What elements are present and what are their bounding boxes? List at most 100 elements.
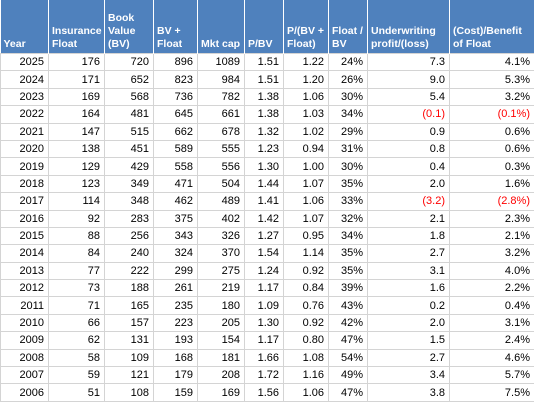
table-cell[interactable]: 157 bbox=[104, 313, 154, 333]
table-cell[interactable]: 0.2 bbox=[367, 296, 450, 315]
table-cell[interactable]: 645 bbox=[153, 105, 198, 124]
table-cell[interactable]: 2014 bbox=[0, 244, 49, 263]
table-cell[interactable]: 0.76 bbox=[283, 296, 329, 315]
table-cell[interactable]: 193 bbox=[153, 331, 198, 350]
table-cell[interactable]: 343 bbox=[153, 226, 198, 246]
table-cell[interactable]: 1.00 bbox=[283, 157, 329, 176]
table-cell[interactable]: 1.6 bbox=[367, 279, 450, 298]
table-cell[interactable]: 223 bbox=[153, 313, 198, 333]
table-cell[interactable]: 47% bbox=[328, 331, 368, 350]
table-cell[interactable]: 556 bbox=[197, 157, 245, 176]
table-cell[interactable]: 2013 bbox=[0, 261, 49, 281]
table-cell[interactable]: 1.54 bbox=[244, 244, 284, 263]
header-p-bv[interactable]: P/BV bbox=[244, 0, 284, 54]
table-cell[interactable]: 123 bbox=[48, 174, 105, 194]
table-cell[interactable]: 558 bbox=[153, 157, 198, 176]
header-cost-benefit[interactable]: (Cost)/Benefit of Float bbox=[449, 0, 534, 54]
table-cell[interactable]: 138 bbox=[48, 139, 105, 159]
table-cell[interactable]: 1.30 bbox=[244, 313, 284, 333]
table-cell[interactable]: 678 bbox=[197, 122, 245, 141]
table-cell[interactable]: 129 bbox=[48, 157, 105, 176]
table-cell[interactable]: 1.51 bbox=[244, 70, 284, 89]
table-cell[interactable]: 2016 bbox=[0, 209, 49, 228]
table-cell[interactable]: 375 bbox=[153, 209, 198, 228]
header-book-value[interactable]: Book Value (BV) bbox=[104, 0, 154, 54]
table-cell[interactable]: 35% bbox=[328, 244, 368, 263]
table-cell[interactable]: 171 bbox=[48, 70, 105, 89]
table-cell[interactable]: 169 bbox=[48, 87, 105, 107]
table-cell[interactable]: 662 bbox=[153, 122, 198, 141]
table-cell[interactable]: 7.3 bbox=[367, 52, 450, 72]
table-cell[interactable]: 3.2% bbox=[449, 87, 534, 107]
table-cell[interactable]: 896 bbox=[153, 52, 198, 72]
table-cell[interactable]: 2022 bbox=[0, 105, 49, 124]
table-cell[interactable]: 2025 bbox=[0, 52, 49, 72]
table-cell[interactable]: 1.14 bbox=[283, 244, 329, 263]
table-cell[interactable]: 164 bbox=[48, 105, 105, 124]
table-cell[interactable]: (0.1%) bbox=[449, 105, 534, 124]
table-cell[interactable]: 0.84 bbox=[283, 279, 329, 298]
table-cell[interactable]: 58 bbox=[48, 348, 105, 368]
table-cell[interactable]: 326 bbox=[197, 226, 245, 246]
table-cell[interactable]: 114 bbox=[48, 192, 105, 211]
table-cell[interactable]: 299 bbox=[153, 261, 198, 281]
table-cell[interactable]: 1.38 bbox=[244, 105, 284, 124]
table-cell[interactable]: 71 bbox=[48, 296, 105, 315]
table-cell[interactable]: 66 bbox=[48, 313, 105, 333]
table-cell[interactable]: 0.94 bbox=[283, 139, 329, 159]
table-cell[interactable]: 121 bbox=[104, 366, 154, 385]
table-cell[interactable]: 370 bbox=[197, 244, 245, 263]
table-cell[interactable]: 1.51 bbox=[244, 52, 284, 72]
table-cell[interactable]: 349 bbox=[104, 174, 154, 194]
table-cell[interactable]: 2023 bbox=[0, 87, 49, 107]
table-cell[interactable]: 2006 bbox=[0, 383, 49, 402]
header-mkt-cap[interactable]: Mkt cap bbox=[197, 0, 245, 54]
table-cell[interactable]: 782 bbox=[197, 87, 245, 107]
table-cell[interactable]: 1.07 bbox=[283, 174, 329, 194]
table-cell[interactable]: 489 bbox=[197, 192, 245, 211]
table-cell[interactable]: 4.0% bbox=[449, 261, 534, 281]
table-cell[interactable]: 30% bbox=[328, 87, 368, 107]
table-cell[interactable]: 147 bbox=[48, 122, 105, 141]
table-cell[interactable]: 154 bbox=[197, 331, 245, 350]
table-cell[interactable]: 1.6% bbox=[449, 174, 534, 194]
table-cell[interactable]: 42% bbox=[328, 313, 368, 333]
table-cell[interactable]: 275 bbox=[197, 261, 245, 281]
table-cell[interactable]: 2009 bbox=[0, 331, 49, 350]
table-cell[interactable]: 2.7 bbox=[367, 348, 450, 368]
table-cell[interactable]: 1.27 bbox=[244, 226, 284, 246]
table-cell[interactable]: 324 bbox=[153, 244, 198, 263]
table-cell[interactable]: 165 bbox=[104, 296, 154, 315]
table-cell[interactable]: 188 bbox=[104, 279, 154, 298]
table-cell[interactable]: 0.95 bbox=[283, 226, 329, 246]
table-cell[interactable]: 0.92 bbox=[283, 313, 329, 333]
table-cell[interactable]: 3.1% bbox=[449, 313, 534, 333]
table-cell[interactable]: 208 bbox=[197, 366, 245, 385]
table-cell[interactable]: 589 bbox=[153, 139, 198, 159]
table-cell[interactable]: 1.8 bbox=[367, 226, 450, 246]
table-cell[interactable]: 1.07 bbox=[283, 209, 329, 228]
table-cell[interactable]: 9.0 bbox=[367, 70, 450, 89]
table-cell[interactable]: 1.66 bbox=[244, 348, 284, 368]
table-cell[interactable]: 84 bbox=[48, 244, 105, 263]
table-cell[interactable]: 43% bbox=[328, 296, 368, 315]
table-cell[interactable]: 1.06 bbox=[283, 192, 329, 211]
table-cell[interactable]: 47% bbox=[328, 383, 368, 402]
table-cell[interactable]: 3.8 bbox=[367, 383, 450, 402]
table-cell[interactable]: 451 bbox=[104, 139, 154, 159]
header-bv-float[interactable]: BV + Float bbox=[153, 0, 198, 54]
table-cell[interactable]: 1.72 bbox=[244, 366, 284, 385]
table-cell[interactable]: 30% bbox=[328, 157, 368, 176]
table-cell[interactable]: 32% bbox=[328, 209, 368, 228]
table-cell[interactable]: 1.24 bbox=[244, 261, 284, 281]
table-cell[interactable]: 984 bbox=[197, 70, 245, 89]
table-cell[interactable]: 222 bbox=[104, 261, 154, 281]
table-cell[interactable]: 108 bbox=[104, 383, 154, 402]
table-cell[interactable]: 720 bbox=[104, 52, 154, 72]
table-cell[interactable]: 2021 bbox=[0, 122, 49, 141]
table-cell[interactable]: 109 bbox=[104, 348, 154, 368]
table-cell[interactable]: 176 bbox=[48, 52, 105, 72]
table-cell[interactable]: 1.17 bbox=[244, 331, 284, 350]
table-cell[interactable]: 1.32 bbox=[244, 122, 284, 141]
table-cell[interactable]: 823 bbox=[153, 70, 198, 89]
